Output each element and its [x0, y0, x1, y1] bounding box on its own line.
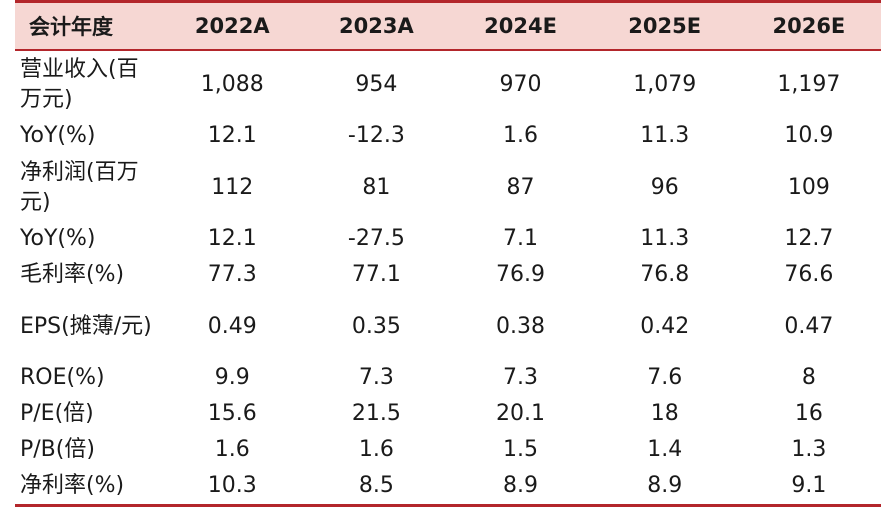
value-cell: 7.1	[503, 226, 539, 252]
row-label-cell: YoY(%)	[20, 226, 96, 252]
table-row: 营业收入(百万元) 1,088 954 970 1,079 1,197	[15, 50, 881, 118]
value-cell: 10.9	[784, 123, 834, 149]
value-cell: 10.3	[160, 468, 305, 507]
value-cell: 11.3	[640, 226, 690, 252]
value-cell: 96	[650, 174, 679, 200]
value-cell: 16	[794, 401, 823, 427]
table-row: 净利润(百万元) 112 81 87 96 109	[15, 154, 881, 221]
value-cell: 8	[801, 365, 816, 391]
value-cell: 0.47	[784, 313, 834, 339]
table-row: ROE(%) 9.9 7.3 7.3 7.6 8	[15, 360, 881, 396]
value-cell: 18	[650, 401, 679, 427]
header-row: 会计年度 2022A 2023A 2024E 2025E 2026E	[15, 0, 881, 51]
header-cell-2025e: 2025E	[592, 0, 737, 51]
value-cell: 76.6	[784, 262, 834, 288]
value-cell: 0.35	[351, 313, 401, 339]
value-cell: 77.3	[207, 262, 257, 288]
value-cell: 7.3	[358, 365, 394, 391]
value-cell: 20.1	[496, 401, 546, 427]
financial-forecast-table-container: 会计年度 2022A 2023A 2024E 2025E 2026E 营业收入(…	[15, 0, 881, 507]
value-cell: 76.9	[496, 262, 546, 288]
row-label-cell: ROE(%)	[20, 365, 105, 391]
value-cell: 12.7	[784, 226, 834, 252]
value-cell: -27.5	[347, 226, 405, 252]
value-cell: 15.6	[207, 401, 257, 427]
row-label-cell: 毛利率(%)	[20, 262, 125, 288]
table-row: P/B(倍) 1.6 1.6 1.5 1.4 1.3	[15, 432, 881, 468]
value-cell: 1.6	[358, 437, 394, 463]
value-cell: 8.9	[592, 468, 737, 507]
value-cell: 1,079	[633, 71, 697, 97]
table-header: 会计年度 2022A 2023A 2024E 2025E 2026E	[15, 0, 881, 51]
value-cell: 1,197	[777, 71, 841, 97]
table-row: P/E(倍) 15.6 21.5 20.1 18 16	[15, 396, 881, 432]
value-cell: 8.5	[304, 468, 449, 507]
table-row: YoY(%) 12.1 -27.5 7.1 11.3 12.7	[15, 221, 881, 257]
value-cell: 0.42	[640, 313, 690, 339]
value-cell: 112	[211, 174, 254, 200]
value-cell: 1.5	[503, 437, 539, 463]
value-cell: 954	[355, 71, 398, 97]
header-cell-2023a: 2023A	[304, 0, 449, 51]
row-label-cell: 净利率(%)	[15, 468, 161, 507]
table-body: 营业收入(百万元) 1,088 954 970 1,079 1,197 YoY(%) 12.1…	[15, 50, 881, 507]
table-row: 毛利率(%) 77.3 77.1 76.9 76.8 76.6	[15, 257, 881, 293]
value-cell: 109	[787, 174, 830, 200]
value-cell: 1,088	[200, 71, 264, 97]
value-cell: 1.6	[214, 437, 250, 463]
value-cell: 1.6	[503, 123, 539, 149]
value-cell: 76.8	[640, 262, 690, 288]
table-row: 净利率(%) 10.3 8.5 8.9 8.9 9.1	[15, 468, 881, 507]
row-label-cell: EPS(摊薄/元)	[20, 313, 152, 339]
value-cell: 9.1	[736, 468, 881, 507]
header-cell-2022a: 2022A	[160, 0, 305, 51]
header-cell-2026e: 2026E	[736, 0, 881, 51]
row-label-cell: 营业收入(百万元)	[20, 57, 139, 112]
row-label-cell: YoY(%)	[20, 123, 96, 149]
value-cell: 1.3	[791, 437, 827, 463]
row-label-cell: P/E(倍)	[20, 401, 94, 427]
value-cell: 12.1	[207, 226, 257, 252]
value-cell: 8.9	[448, 468, 593, 507]
value-cell: 7.3	[503, 365, 539, 391]
value-cell: 0.49	[207, 313, 257, 339]
row-label-cell: P/B(倍)	[20, 437, 95, 463]
value-cell: 77.1	[351, 262, 401, 288]
value-cell: 970	[499, 71, 542, 97]
table-row: YoY(%) 12.1 -12.3 1.6 11.3 10.9	[15, 118, 881, 154]
header-cell-2024e: 2024E	[448, 0, 593, 51]
value-cell: 87	[506, 174, 535, 200]
header-cell-fiscal-year: 会计年度	[15, 0, 161, 51]
value-cell: 7.6	[647, 365, 683, 391]
financial-forecast-table: 会计年度 2022A 2023A 2024E 2025E 2026E 营业收入(…	[15, 0, 881, 507]
value-cell: 0.38	[496, 313, 546, 339]
table-row: EPS(摊薄/元) 0.49 0.35 0.38 0.42 0.47	[15, 293, 881, 360]
value-cell: 81	[362, 174, 391, 200]
value-cell: 21.5	[351, 401, 401, 427]
row-label-cell: 净利润(百万元)	[20, 160, 139, 215]
value-cell: 12.1	[207, 123, 257, 149]
value-cell: 1.4	[647, 437, 683, 463]
value-cell: 11.3	[640, 123, 690, 149]
value-cell: 9.9	[214, 365, 250, 391]
value-cell: -12.3	[347, 123, 405, 149]
